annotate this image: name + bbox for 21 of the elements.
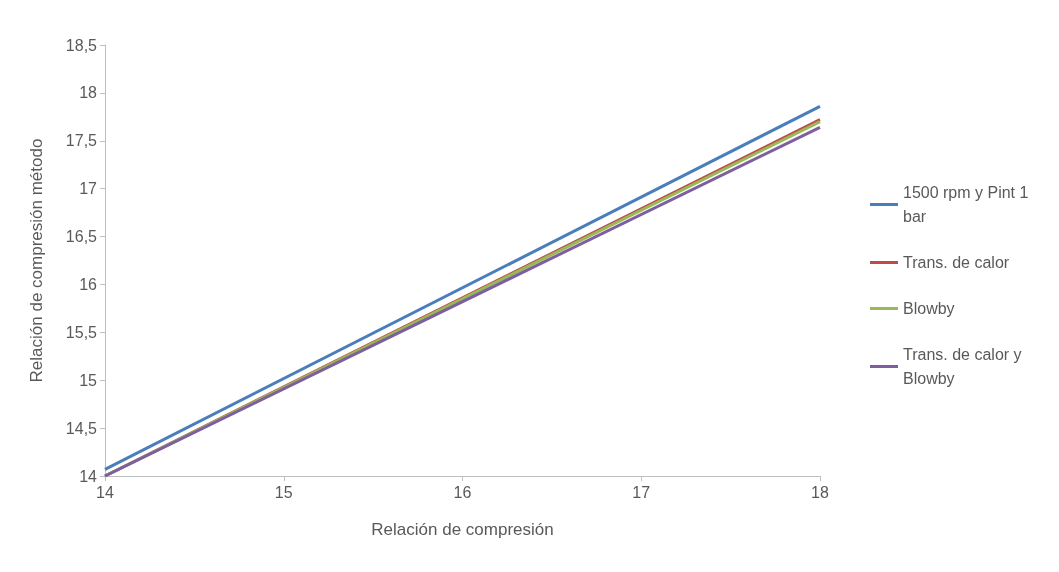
y-tick-label: 15,5	[65, 323, 98, 341]
x-tick-label: 15	[274, 483, 293, 501]
x-tick-label: 18	[811, 483, 829, 501]
y-tick-label: 16,5	[65, 228, 98, 246]
legend-label: Trans. de calor y Blowby	[903, 346, 1027, 387]
x-axis-title: Relación de compresión	[371, 520, 554, 539]
legend-label: Trans. de calor	[903, 254, 1010, 271]
y-tick-label: 18	[79, 84, 98, 102]
y-tick-label: 17,5	[65, 132, 98, 150]
legend-label: 1500 rpm y Pint 1 bar	[903, 184, 1033, 225]
x-tick-label: 17	[632, 483, 651, 501]
x-tick-label: 16	[453, 483, 472, 501]
y-tick-label: 14	[79, 467, 98, 485]
y-axis-title: Relación de compresión método	[27, 138, 46, 383]
x-tick-label: 14	[96, 483, 114, 501]
y-tick-label: 16	[79, 275, 98, 293]
y-tick-label: 17	[79, 180, 98, 198]
y-tick-label: 18,5	[65, 36, 98, 54]
legend-label: Blowby	[903, 300, 955, 317]
y-tick-label: 14,5	[65, 419, 98, 437]
y-tick-label: 15	[79, 371, 98, 389]
